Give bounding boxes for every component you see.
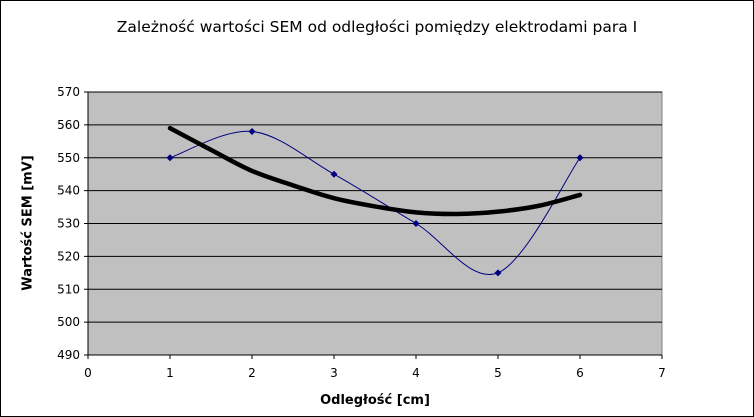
data-point-marker — [412, 220, 420, 227]
x-tick-label: 7 — [658, 366, 666, 380]
y-tick-label: 520 — [57, 249, 80, 263]
data-point-marker — [330, 170, 338, 178]
data-point-marker — [248, 127, 256, 135]
data-point-marker — [166, 154, 174, 162]
x-tick-label: 4 — [412, 366, 420, 380]
x-tick-label: 0 — [84, 366, 92, 380]
y-tick-label: 530 — [57, 217, 80, 231]
trendline — [167, 125, 583, 217]
series-layer — [166, 125, 584, 277]
x-tick-label: 3 — [330, 366, 338, 380]
y-tick-label: 540 — [57, 184, 80, 198]
y-tick-label: 560 — [57, 118, 80, 132]
x-tick-label: 6 — [576, 366, 584, 380]
x-tick-label: 2 — [248, 366, 256, 380]
data-point-marker — [494, 269, 502, 277]
y-tick-labels: 490 500 510 520 530 540 550 560 570 — [57, 85, 80, 362]
gridlines — [84, 91, 662, 356]
y-tick-label: 490 — [57, 348, 80, 362]
y-tick-label: 550 — [57, 151, 80, 165]
y-tick-label: 570 — [57, 85, 80, 99]
x-tick-label: 5 — [494, 366, 502, 380]
x-axis-label: Odległość [cm] — [320, 393, 430, 408]
x-tick-label: 1 — [166, 366, 174, 380]
y-tick-label: 510 — [57, 282, 80, 296]
chart-title: Zależność wartości SEM od odległości pom… — [116, 18, 638, 36]
y-tick-label: 500 — [57, 315, 80, 329]
x-tick-labels: 0 1 2 3 4 5 6 7 — [84, 366, 666, 380]
data-point-marker — [576, 154, 584, 162]
axes — [87, 92, 663, 359]
